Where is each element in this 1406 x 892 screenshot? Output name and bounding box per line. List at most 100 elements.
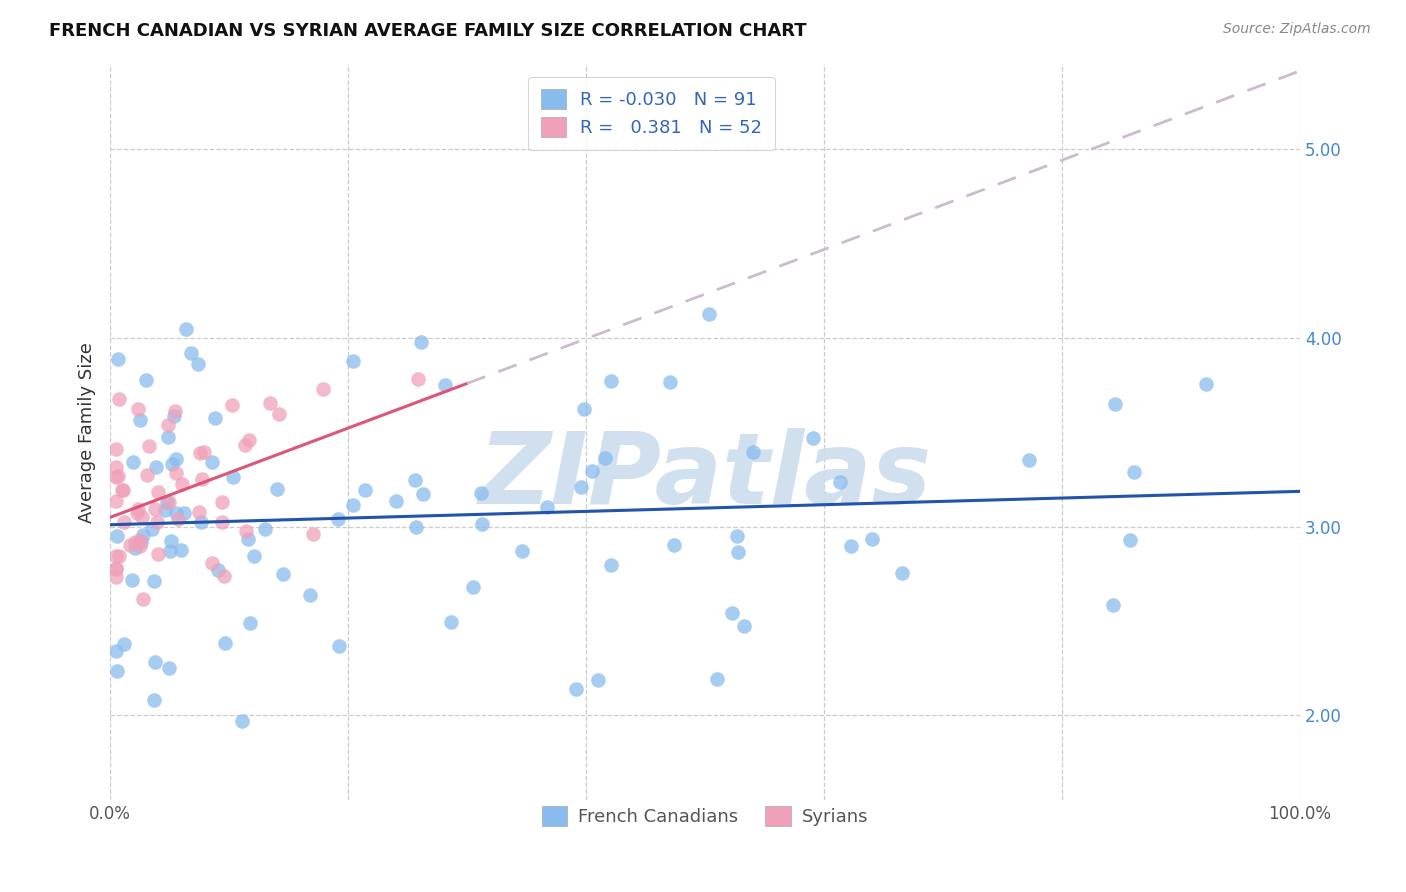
Point [124, 541, 146, 555]
Point [742, 444, 765, 458]
Point [105, 494, 128, 508]
Point [127, 502, 149, 516]
Point [129, 539, 152, 553]
Point [135, 373, 157, 387]
Point [186, 357, 208, 371]
Point [143, 501, 166, 516]
Point [105, 570, 128, 584]
Point [165, 466, 187, 480]
Point [191, 472, 214, 486]
Text: ZIPatlas: ZIPatlas [478, 428, 932, 524]
Point [1195, 377, 1218, 392]
Point [1119, 533, 1142, 547]
Point [298, 588, 321, 602]
Point [412, 487, 434, 501]
Point [599, 558, 621, 572]
Point [434, 378, 457, 392]
Point [302, 527, 325, 541]
Point [190, 446, 212, 460]
Point [593, 450, 616, 465]
Point [146, 485, 169, 500]
Point [236, 533, 259, 547]
Point [231, 714, 253, 728]
Point [107, 468, 129, 483]
Point [127, 401, 149, 416]
Point [221, 469, 243, 483]
Point [153, 503, 176, 517]
Point [259, 396, 281, 410]
Point [404, 474, 426, 488]
Point [839, 540, 862, 554]
Point [157, 660, 180, 674]
Point [243, 549, 266, 563]
Point [180, 346, 202, 360]
Point [312, 383, 335, 397]
Point [510, 544, 533, 558]
Point [145, 460, 167, 475]
Point [1101, 599, 1123, 613]
Point [211, 515, 233, 529]
Point [159, 543, 181, 558]
Point [105, 529, 128, 543]
Point [112, 516, 135, 530]
Point [122, 455, 145, 469]
Point [384, 494, 406, 508]
Point [142, 692, 165, 706]
Point [1104, 397, 1126, 411]
Point [105, 643, 128, 657]
Point [105, 562, 128, 576]
Point [131, 510, 153, 524]
Point [214, 636, 236, 650]
Point [801, 431, 824, 445]
Point [569, 480, 592, 494]
Point [138, 439, 160, 453]
Point [586, 673, 609, 688]
Point [721, 606, 744, 620]
Point [174, 322, 197, 336]
Point [135, 468, 157, 483]
Y-axis label: Average Family Size: Average Family Size [79, 342, 96, 523]
Point [165, 404, 187, 418]
Point [156, 494, 179, 508]
Point [111, 483, 134, 498]
Point [565, 682, 588, 697]
Point [600, 374, 623, 388]
Point [127, 506, 149, 520]
Point [105, 549, 128, 563]
Point [129, 535, 152, 549]
Point [160, 458, 183, 472]
Point [193, 444, 215, 458]
Point [141, 522, 163, 536]
Point [204, 411, 226, 425]
Point [860, 532, 883, 546]
Point [1122, 465, 1144, 479]
Point [659, 375, 682, 389]
Point [733, 619, 755, 633]
Point [342, 353, 364, 368]
Text: FRENCH CANADIAN VS SYRIAN AVERAGE FAMILY SIZE CORRELATION CHART: FRENCH CANADIAN VS SYRIAN AVERAGE FAMILY… [49, 22, 807, 40]
Point [221, 398, 243, 412]
Point [891, 566, 914, 581]
Point [121, 573, 143, 587]
Point [254, 522, 277, 536]
Point [108, 549, 131, 563]
Point [107, 352, 129, 367]
Point [697, 307, 720, 321]
Point [725, 529, 748, 543]
Point [211, 495, 233, 509]
Text: Source: ZipAtlas.com: Source: ZipAtlas.com [1223, 22, 1371, 37]
Point [201, 455, 224, 469]
Point [131, 592, 153, 607]
Point [118, 538, 141, 552]
Point [105, 561, 128, 575]
Point [212, 569, 235, 583]
Point [1018, 453, 1040, 467]
Point [342, 498, 364, 512]
Point [156, 417, 179, 432]
Point [190, 515, 212, 529]
Point [167, 512, 190, 526]
Point [188, 505, 211, 519]
Point [128, 533, 150, 548]
Point [163, 409, 186, 423]
Point [328, 639, 350, 653]
